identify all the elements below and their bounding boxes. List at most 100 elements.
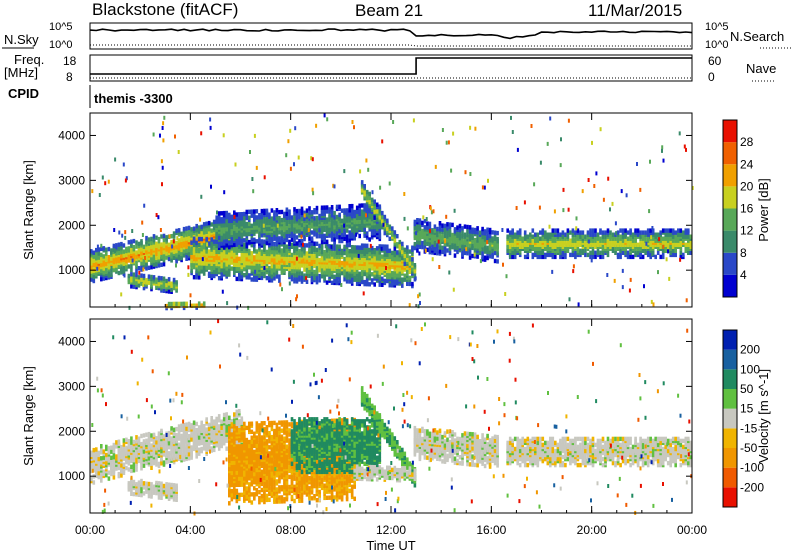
power-scatter-cell <box>365 213 367 218</box>
power-cell <box>212 225 216 231</box>
power-cell <box>305 267 309 272</box>
power-cell <box>300 275 304 280</box>
power-cell <box>391 250 394 256</box>
power-cell <box>496 236 499 242</box>
power-scatter-cell <box>511 130 514 134</box>
velocity-cell <box>115 454 118 459</box>
power-cell <box>145 278 148 283</box>
power-cell <box>233 224 236 229</box>
power-cell <box>310 245 314 250</box>
power-scatter-cell <box>187 265 190 270</box>
power-cell <box>205 245 208 250</box>
power-cell <box>338 278 341 284</box>
power-cell <box>453 253 457 258</box>
power-cell <box>310 210 314 215</box>
power-cell <box>200 269 203 274</box>
power-cell <box>343 256 346 262</box>
power-cell <box>228 272 231 277</box>
power-cell <box>280 248 284 253</box>
power-cell <box>205 221 208 226</box>
power-cell <box>343 208 346 213</box>
velocity-cell <box>130 468 133 474</box>
velocity-cell <box>150 457 153 462</box>
power-scatter-cell <box>382 222 385 227</box>
power-cell <box>375 274 379 279</box>
power-cell <box>584 248 587 253</box>
power-cell <box>172 301 176 307</box>
power-cell <box>185 248 188 253</box>
freq-trace <box>90 57 692 75</box>
power-cell <box>167 301 171 307</box>
power-cell <box>365 247 369 253</box>
power-cell <box>320 243 324 249</box>
power-cell <box>162 262 166 267</box>
power-cell <box>293 273 296 278</box>
power-cell <box>619 228 622 233</box>
power-scatter-cell <box>152 132 155 137</box>
power-scatter-cell <box>593 184 596 188</box>
power-scatter-cell <box>311 157 314 162</box>
power-cell <box>363 279 366 285</box>
velocity-cell <box>130 464 133 469</box>
power-cell <box>513 238 517 243</box>
power-cell <box>212 245 216 250</box>
power-scatter-cell <box>249 150 251 154</box>
power-cell <box>569 252 572 258</box>
power-cell <box>408 249 412 254</box>
velocity-cell <box>107 476 111 481</box>
power-cell <box>172 285 176 291</box>
power-cell <box>215 269 218 275</box>
velocity-band-0 <box>90 409 244 485</box>
power-cell <box>576 248 580 253</box>
power-cell <box>280 217 284 223</box>
power-scatter-cell <box>473 252 476 257</box>
velocity-cell <box>100 456 103 461</box>
power-cell <box>130 276 133 281</box>
power-cell <box>584 252 587 258</box>
velocity-cell <box>130 440 133 445</box>
power-cell <box>631 232 635 237</box>
power-cell <box>280 238 284 243</box>
power-scatter-cell <box>648 209 651 214</box>
power-cell <box>378 244 382 249</box>
power-cell <box>135 250 138 255</box>
power-scatter-cell <box>210 184 212 189</box>
velocity-cell <box>170 426 173 431</box>
power-scatter-cell <box>559 163 562 168</box>
power-cell <box>671 228 675 233</box>
power-scatter-cell <box>124 178 127 183</box>
freq-unit: [MHz] <box>4 65 38 80</box>
power-scatter <box>91 113 694 310</box>
power-cell <box>471 227 474 232</box>
velocity-cell <box>142 433 146 438</box>
power-cell <box>253 237 256 242</box>
power-cell <box>330 237 334 242</box>
power-cell <box>238 260 241 266</box>
power-scatter-cell <box>114 248 116 253</box>
power-cell <box>426 247 429 252</box>
power-cell <box>571 252 575 258</box>
power-cell <box>586 252 590 258</box>
nave-label: Nave <box>746 61 776 76</box>
power-cell <box>343 228 346 233</box>
power-cell <box>649 228 652 233</box>
power-cell <box>95 247 98 253</box>
power-cell <box>308 241 311 246</box>
power-cell <box>318 234 321 239</box>
power-cell <box>228 218 231 224</box>
power-cell <box>160 234 163 239</box>
power-cell <box>180 231 183 236</box>
power-cell <box>280 209 284 215</box>
power-cell <box>348 234 351 239</box>
power-scatter-cell <box>96 244 99 249</box>
velocity-cell <box>122 446 126 451</box>
power-cell <box>353 277 356 282</box>
power-cell <box>365 231 369 236</box>
power-scatter-cell <box>645 241 648 246</box>
velocity-cell <box>110 455 113 460</box>
velocity-cell <box>145 454 148 460</box>
power-cell <box>529 232 532 237</box>
power-cell <box>207 249 211 254</box>
power-scatter-cell <box>221 289 224 294</box>
power-cell <box>431 246 434 251</box>
